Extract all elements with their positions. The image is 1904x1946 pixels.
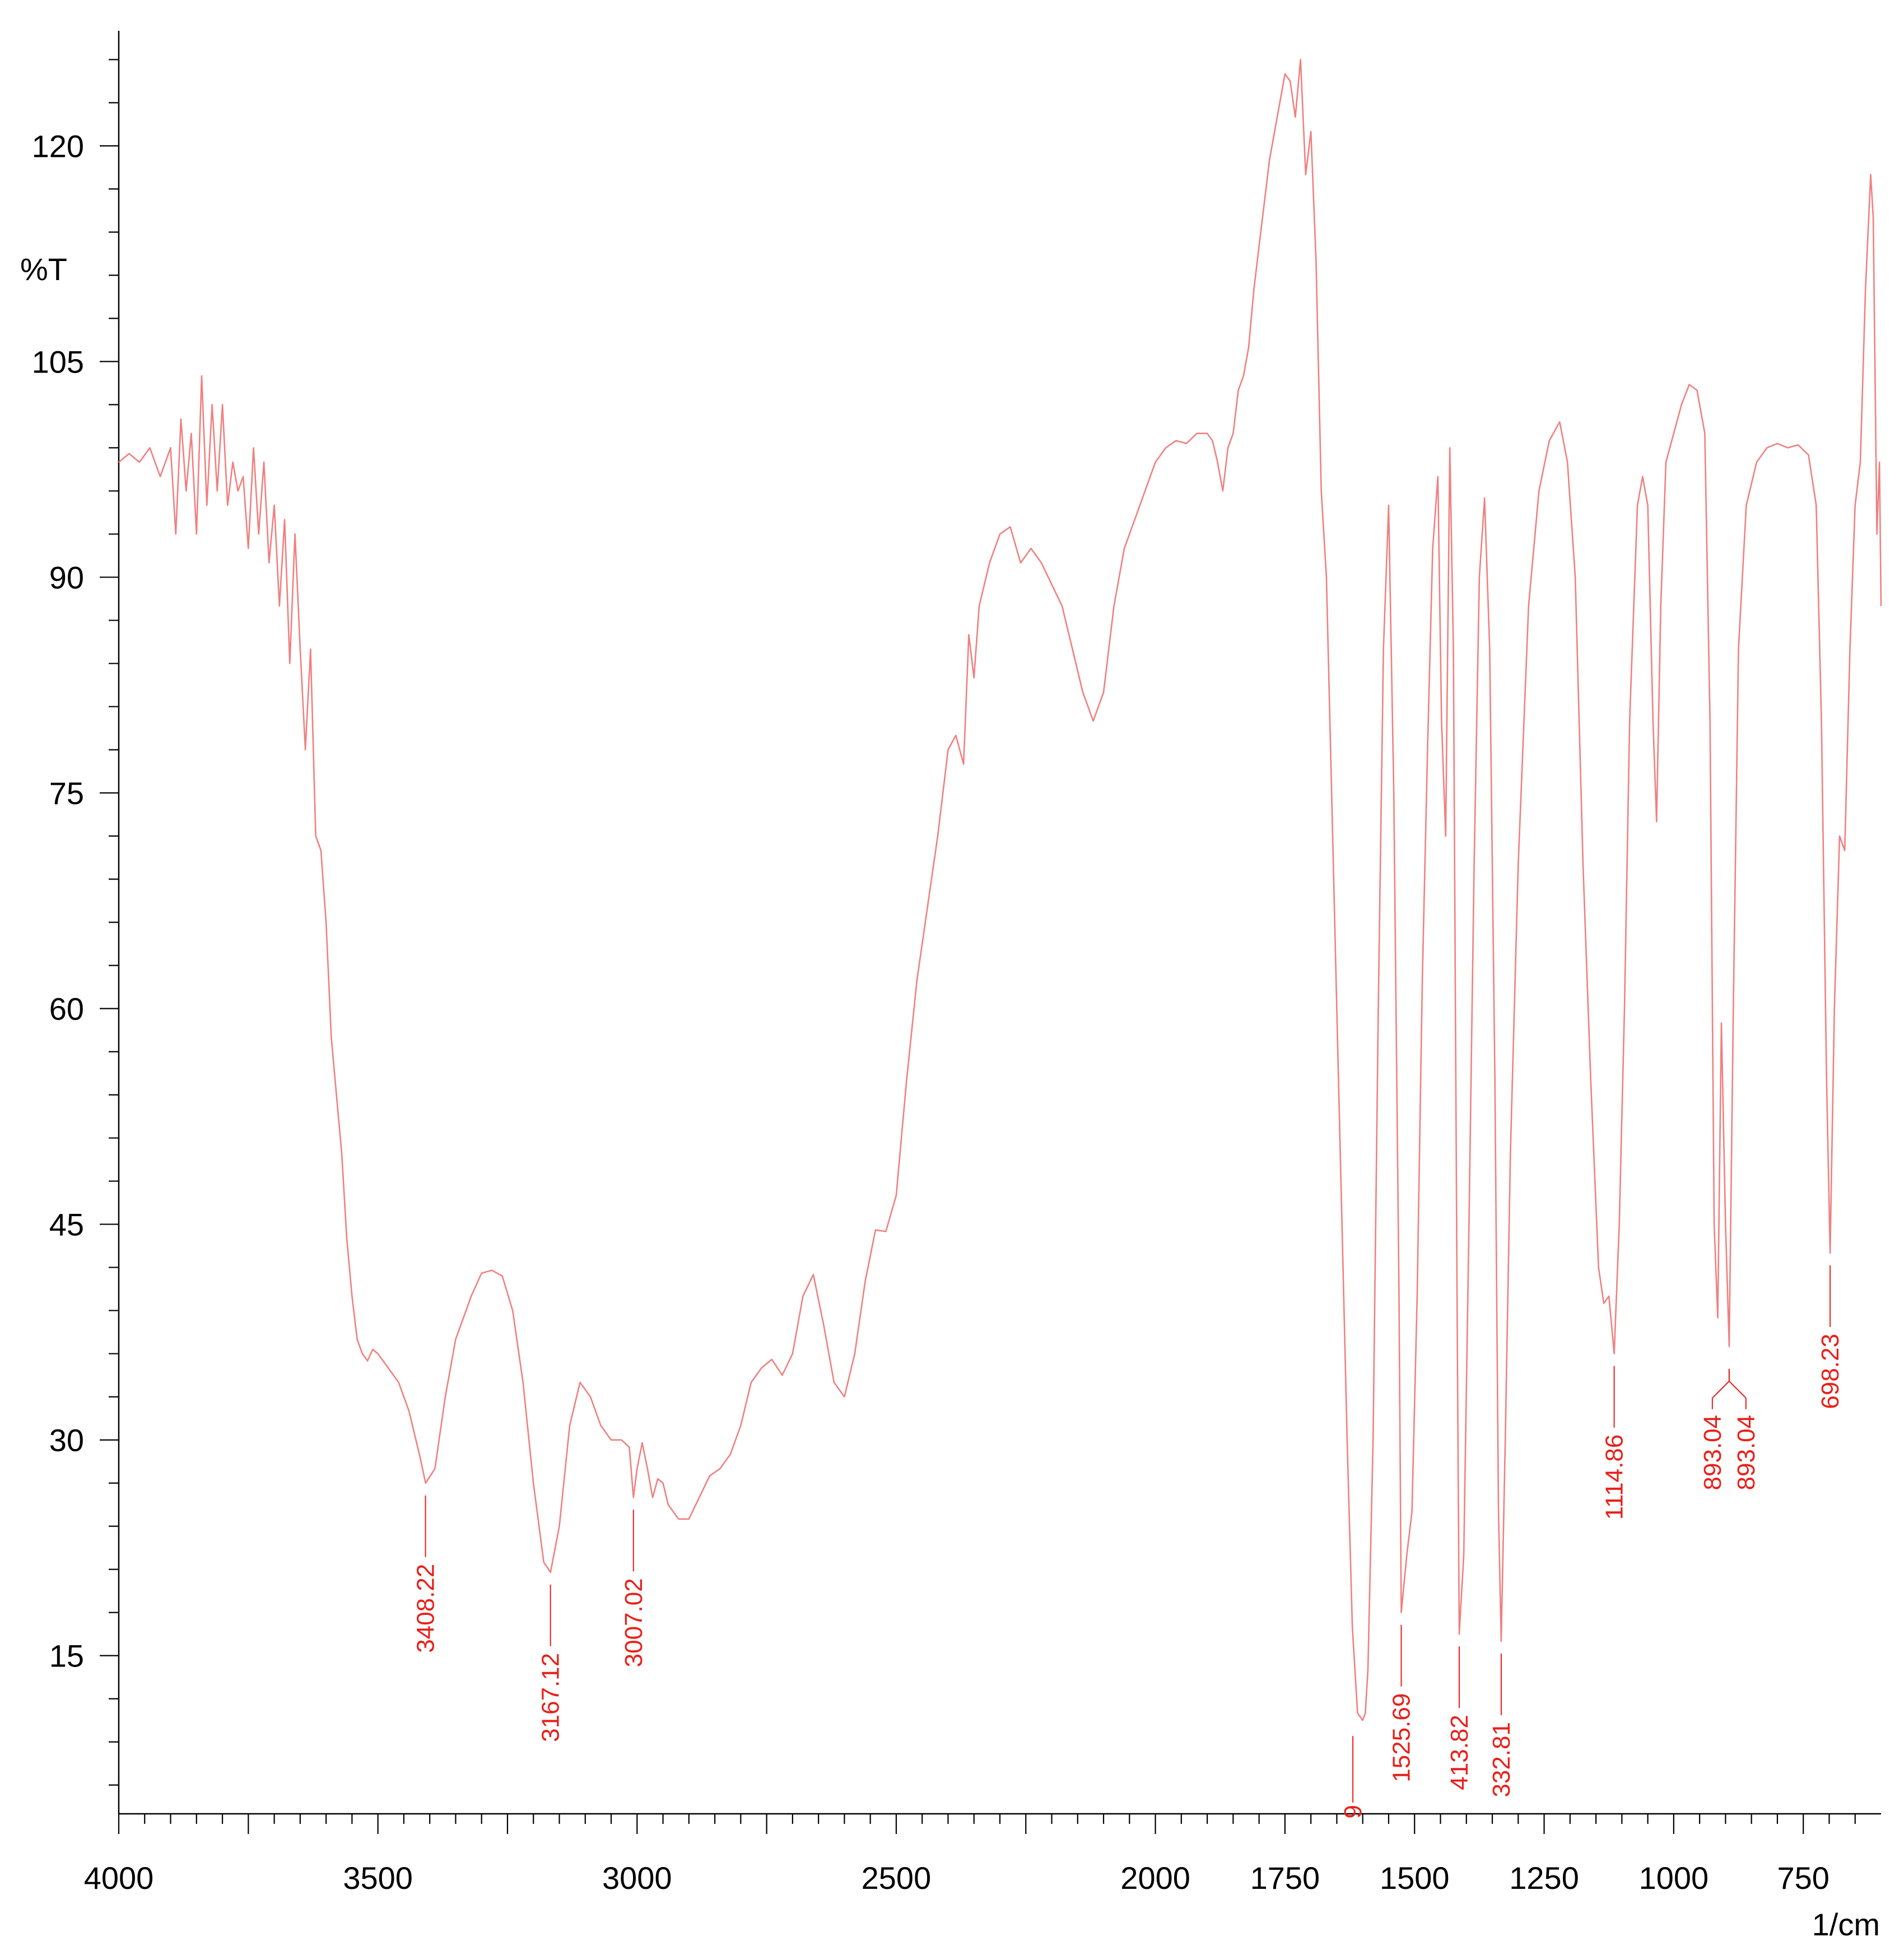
peak-label: 3007.02 (620, 1578, 648, 1667)
peak-label: 332.81 (1488, 1722, 1515, 1798)
y-tick-label: 105 (32, 344, 84, 379)
peak-label: 413.82 (1446, 1715, 1473, 1790)
axes (118, 31, 1881, 1815)
peak-label: 698.23 (1817, 1334, 1844, 1409)
y-axis-ticks: 15 30 45 60 75 90 105 120 (32, 59, 119, 1786)
peak-label: 9 (1339, 1805, 1367, 1818)
y-tick-label: 45 (49, 1207, 84, 1242)
y-tick-label: 75 (49, 775, 84, 811)
x-tick-label: 2000 (1120, 1860, 1190, 1896)
peak-label: 1525.69 (1388, 1693, 1415, 1782)
transmittance-series-line (118, 59, 1882, 1721)
y-tick-label: 15 (49, 1638, 84, 1674)
x-tick-label: 2500 (862, 1860, 932, 1896)
x-tick-label: 3500 (343, 1860, 413, 1896)
x-tick-label: 1500 (1380, 1860, 1450, 1896)
peak-label: 3408.22 (412, 1564, 440, 1653)
y-tick-label: 30 (49, 1423, 84, 1458)
x-axis-ticks: 4000 3500 3000 2500 2000 1750 1500 1250 1000 750 (84, 1814, 1856, 1896)
x-tick-label: 1000 (1639, 1860, 1709, 1896)
x-axis-title: 1/cm (1812, 1907, 1880, 1942)
peak-label: 893.04 (1699, 1415, 1726, 1491)
peak-label: 1114.86 (1601, 1435, 1628, 1520)
y-tick-label: 60 (49, 991, 84, 1027)
x-tick-label: 1750 (1250, 1860, 1320, 1896)
y-axis-title: %T (20, 252, 67, 287)
y-tick-label: 90 (49, 560, 84, 595)
peak-label: 893.04 (1733, 1415, 1760, 1491)
x-tick-label: 1250 (1509, 1860, 1579, 1896)
x-tick-label: 3000 (602, 1860, 672, 1896)
x-tick-label: 750 (1777, 1860, 1829, 1896)
peak-annotations: 3408.22 3167.12 3007.02 9 1525.69 413.82 332.8… (412, 1265, 1844, 1818)
x-tick-label: 4000 (84, 1860, 154, 1896)
peak-label: 3167.12 (537, 1653, 565, 1742)
y-tick-label: 120 (32, 128, 84, 164)
peak-marker-line (1712, 1381, 1730, 1399)
peak-marker-line (1729, 1381, 1747, 1399)
